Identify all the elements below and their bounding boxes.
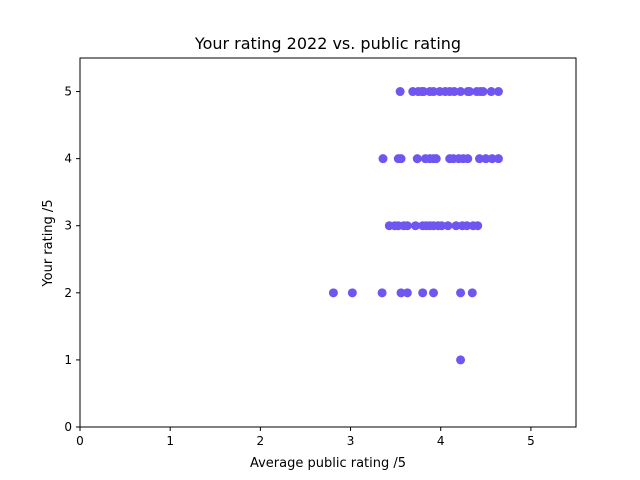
data-point xyxy=(402,221,412,231)
chart-title: Your rating 2022 vs. public rating xyxy=(194,34,461,53)
data-point xyxy=(378,154,388,164)
data-point xyxy=(456,87,466,97)
data-point xyxy=(473,221,483,231)
x-tick-label: 2 xyxy=(257,434,265,448)
x-tick-label: 0 xyxy=(76,434,84,448)
x-axis-label: Average public rating /5 xyxy=(250,456,406,471)
data-point xyxy=(478,87,488,97)
data-point xyxy=(493,87,503,97)
data-point xyxy=(410,221,420,231)
data-point xyxy=(486,87,496,97)
x-tick-label: 1 xyxy=(166,434,174,448)
y-tick-label: 0 xyxy=(64,420,72,434)
data-point xyxy=(465,87,475,97)
data-point xyxy=(328,288,338,298)
data-point xyxy=(481,154,491,164)
x-tick-label: 3 xyxy=(347,434,355,448)
y-tick-label: 4 xyxy=(64,152,72,166)
y-axis-label: Your rating /5 xyxy=(41,199,56,287)
data-point xyxy=(419,87,429,97)
data-point xyxy=(347,288,357,298)
data-point xyxy=(456,355,466,365)
data-point xyxy=(487,154,497,164)
y-axis-ticks: 0 1 2 3 4 5 xyxy=(64,85,80,434)
y-tick-label: 2 xyxy=(64,286,72,300)
data-point xyxy=(377,288,387,298)
x-axis-ticks: 0 1 2 3 4 5 xyxy=(76,427,535,448)
data-point xyxy=(475,154,485,164)
data-point xyxy=(463,154,473,164)
y-tick-label: 5 xyxy=(64,85,72,99)
y-tick-label: 1 xyxy=(64,353,72,367)
data-point xyxy=(462,221,472,231)
data-point xyxy=(443,221,453,231)
data-point xyxy=(451,221,461,231)
data-point xyxy=(402,288,412,298)
data-point xyxy=(493,154,503,164)
data-point xyxy=(429,288,439,298)
y-tick-label: 3 xyxy=(64,219,72,233)
data-point xyxy=(437,221,447,231)
data-point xyxy=(456,288,466,298)
data-point xyxy=(412,154,422,164)
data-points xyxy=(328,87,503,365)
data-point xyxy=(396,154,406,164)
data-point xyxy=(431,154,441,164)
x-tick-label: 5 xyxy=(527,434,535,448)
data-point xyxy=(418,288,428,298)
x-tick-label: 4 xyxy=(437,434,445,448)
data-point xyxy=(429,87,439,97)
data-point xyxy=(396,288,406,298)
plot-frame xyxy=(79,57,577,428)
data-point xyxy=(449,87,459,97)
data-point xyxy=(467,288,477,298)
data-point xyxy=(395,87,405,97)
